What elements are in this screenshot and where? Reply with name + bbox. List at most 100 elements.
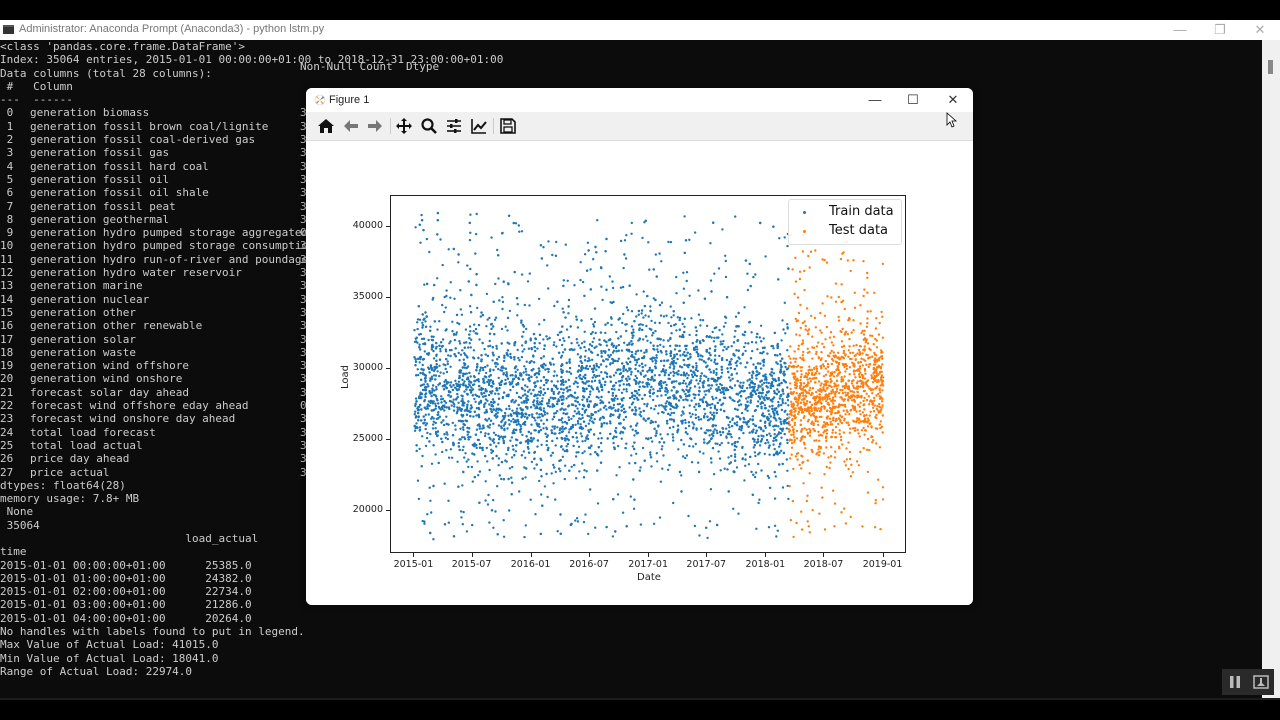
y-tick-label: 40000	[352, 220, 383, 232]
column-index: 24	[0, 425, 14, 439]
column-name: generation hydro pumped storage aggregat…	[30, 226, 309, 240]
figure-close-button[interactable]: ✕	[947, 92, 959, 107]
y-tick-label: 30000	[352, 362, 383, 374]
console-restore-button[interactable]: ❐	[1214, 22, 1226, 37]
y-tick-mark	[386, 297, 390, 299]
column-index: 19	[0, 359, 14, 373]
legend-label-train: Train data	[829, 204, 894, 219]
home-button[interactable]	[315, 116, 337, 136]
x-tick-mark	[765, 553, 767, 557]
console-titlebar: Administrator: Anaconda Prompt (Anaconda…	[0, 20, 1280, 40]
y-tick-label: 20000	[352, 504, 383, 516]
arrow-right-icon	[368, 120, 382, 132]
x-tick-label: 2018-01	[745, 559, 786, 570]
console-line: Index: 35064 entries, 2015-01-01 00:00:0…	[0, 53, 504, 67]
column-name: total load actual	[30, 438, 143, 452]
pause-button[interactable]	[1222, 669, 1248, 695]
column-name: price day ahead	[30, 452, 130, 466]
column-count-partial: 3	[300, 359, 307, 373]
column-info-row: 22 forecast wind offshore eday ahead 0	[0, 399, 1262, 412]
column-name: generation hydro water reservoir	[30, 266, 242, 280]
column-index: 8	[0, 212, 14, 226]
column-name: generation fossil gas	[30, 146, 170, 160]
column-name: generation waste	[30, 345, 136, 359]
column-name: generation wind onshore	[30, 372, 183, 386]
column-name: generation solar	[30, 332, 136, 346]
column-info-row: 19 generation wind offshore 3	[0, 359, 1262, 372]
back-button[interactable]	[340, 116, 362, 136]
scatter-points	[413, 211, 885, 541]
x-tick-mark	[706, 553, 708, 557]
column-index: 7	[0, 199, 14, 213]
column-info-row: 4 generation fossil hard coal 3	[0, 160, 1262, 173]
console-scroll-thumb[interactable]	[1268, 60, 1273, 74]
figure-titlebar[interactable]: Figure 1 — ☐ ✕	[306, 88, 973, 112]
column-info-row: 20 generation wind onshore 3	[0, 372, 1262, 385]
column-index: 15	[0, 305, 14, 319]
y-tick-mark	[386, 510, 390, 512]
console-line: No handles with labels found to put in l…	[0, 625, 305, 639]
column-index: 20	[0, 372, 14, 386]
plot-axes[interactable]	[390, 195, 906, 553]
column-info-row: 14 generation nuclear 3	[0, 293, 1262, 306]
console-minimize-button[interactable]: —	[1173, 22, 1187, 37]
edit-axis-button[interactable]	[468, 116, 490, 136]
console-line: Range of Actual Load: 22974.0	[0, 664, 193, 678]
column-index: 23	[0, 412, 14, 426]
column-name: generation hydro pumped storage consumpt…	[30, 239, 315, 253]
mouse-cursor-icon	[946, 112, 958, 128]
toolbar-separator	[493, 118, 494, 134]
console-line: 2015-01-01 03:00:00+01:00 21286.0	[0, 598, 252, 612]
save-button[interactable]	[497, 116, 519, 136]
column-name: generation fossil hard coal	[30, 159, 209, 173]
column-count-partial: 3	[300, 239, 307, 253]
subplots-button[interactable]	[443, 116, 465, 136]
column-index: 18	[0, 345, 14, 359]
column-count-partial: 3	[300, 412, 307, 426]
y-tick-mark	[386, 368, 390, 370]
console-close-button[interactable]: ✕	[1254, 22, 1266, 37]
pan-button[interactable]	[393, 116, 415, 136]
x-tick-label: 2016-01	[510, 559, 551, 570]
column-info-row: 5 generation fossil oil 3	[0, 173, 1262, 186]
column-index: 14	[0, 292, 14, 306]
column-index: 9	[0, 226, 14, 240]
column-info-row: 11 generation hydro run-of-river and poun…	[0, 253, 1262, 266]
picture-in-picture-button[interactable]	[1248, 669, 1274, 695]
legend: Train data Test data	[788, 199, 902, 245]
console-output: <class 'pandas.core.frame.DataFrame'> Ind…	[0, 40, 1262, 698]
column-index: 13	[0, 279, 14, 293]
y-axis-label: Load	[340, 365, 351, 389]
column-count-partial: 3	[300, 452, 307, 466]
console-line: --- ------	[0, 93, 73, 107]
column-index: 26	[0, 452, 14, 466]
column-name: price actual	[30, 465, 110, 479]
console-line: None	[0, 505, 34, 519]
picture-in-picture-icon	[1253, 675, 1269, 689]
column-count-partial: 3	[300, 319, 307, 333]
column-index: 6	[0, 186, 14, 200]
console-line: 2015-01-01 02:00:00+01:00 22734.0	[0, 585, 252, 599]
column-count-partial: 3	[300, 199, 307, 213]
column-count-partial: 3	[300, 332, 307, 346]
column-name: generation fossil coal-derived gas	[30, 133, 256, 147]
column-count-partial: 3	[300, 279, 307, 293]
console-line: <class 'pandas.core.frame.DataFrame'>	[0, 40, 246, 53]
column-count-partial: 3	[300, 146, 307, 160]
column-info-row: 8 generation geothermal 3	[0, 213, 1262, 226]
column-index: 3	[0, 146, 14, 160]
zoom-button[interactable]	[418, 116, 440, 136]
column-count-partial: 3	[300, 172, 307, 186]
figure-canvas[interactable]: 20000 25000 30000 35000 40000 2015-01 2015-07…	[306, 141, 973, 605]
column-count-partial: 3	[300, 252, 307, 266]
column-index: 0	[0, 106, 14, 120]
column-count-partial: 3	[300, 385, 307, 399]
y-tick-mark	[386, 439, 390, 441]
console-scrollbar[interactable]	[1262, 40, 1280, 698]
console-line: memory usage: 7.8+ MB	[0, 492, 140, 506]
figure-maximize-button[interactable]: ☐	[907, 92, 919, 107]
forward-button[interactable]	[364, 116, 386, 136]
figure-minimize-button[interactable]: —	[868, 92, 882, 107]
taskbar-edge	[0, 698, 1280, 700]
